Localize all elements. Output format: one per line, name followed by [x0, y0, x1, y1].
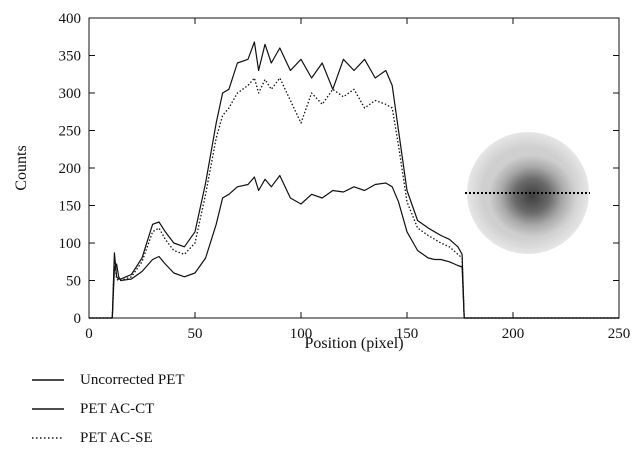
y-tick-label: 0 [74, 311, 82, 327]
x-tick-label: 0 [85, 326, 93, 342]
y-tick-label: 300 [59, 86, 82, 102]
x-tick-label: 150 [396, 326, 419, 342]
y-tick-label: 400 [59, 11, 82, 27]
phantom-core [488, 154, 576, 238]
y-axis-label: Counts [13, 145, 30, 190]
y-tick-label: 250 [59, 124, 82, 140]
legend-label-uncorrected: Uncorrected PET [80, 372, 185, 388]
x-tick-label: 50 [188, 326, 203, 342]
legend-swatch-ac-ct [32, 408, 64, 410]
x-tick-label: 250 [608, 326, 631, 342]
y-tick-label: 50 [66, 274, 81, 290]
inset-phantom [465, 132, 590, 254]
series-line-2 [89, 77, 619, 319]
series-line-0 [89, 174, 619, 319]
series-line-1 [89, 41, 619, 319]
legend-label-ac-se: PET AC-SE [80, 430, 153, 446]
x-axis: 0 50 100 150 200 250 [85, 18, 630, 342]
legend-swatch-uncorrected [32, 379, 64, 381]
y-tick-label: 350 [59, 49, 82, 65]
y-tick-label: 100 [59, 236, 82, 252]
x-axis-label: Position (pixel) [304, 335, 403, 352]
series-group [89, 41, 619, 319]
x-tick-label: 100 [290, 326, 313, 342]
legend-swatch-ac-se [32, 437, 64, 439]
y-tick-label: 200 [59, 161, 82, 177]
y-axis: 0 50 100 150 200 250 300 350 400 [59, 11, 619, 327]
y-tick-label: 150 [59, 199, 82, 215]
line-chart: 0 50 100 150 200 250 0 50 100 150 200 250 300 350 400… [13, 11, 630, 352]
x-tick-label: 200 [502, 326, 525, 342]
legend-label-ac-ct: PET AC-CT [80, 401, 155, 417]
